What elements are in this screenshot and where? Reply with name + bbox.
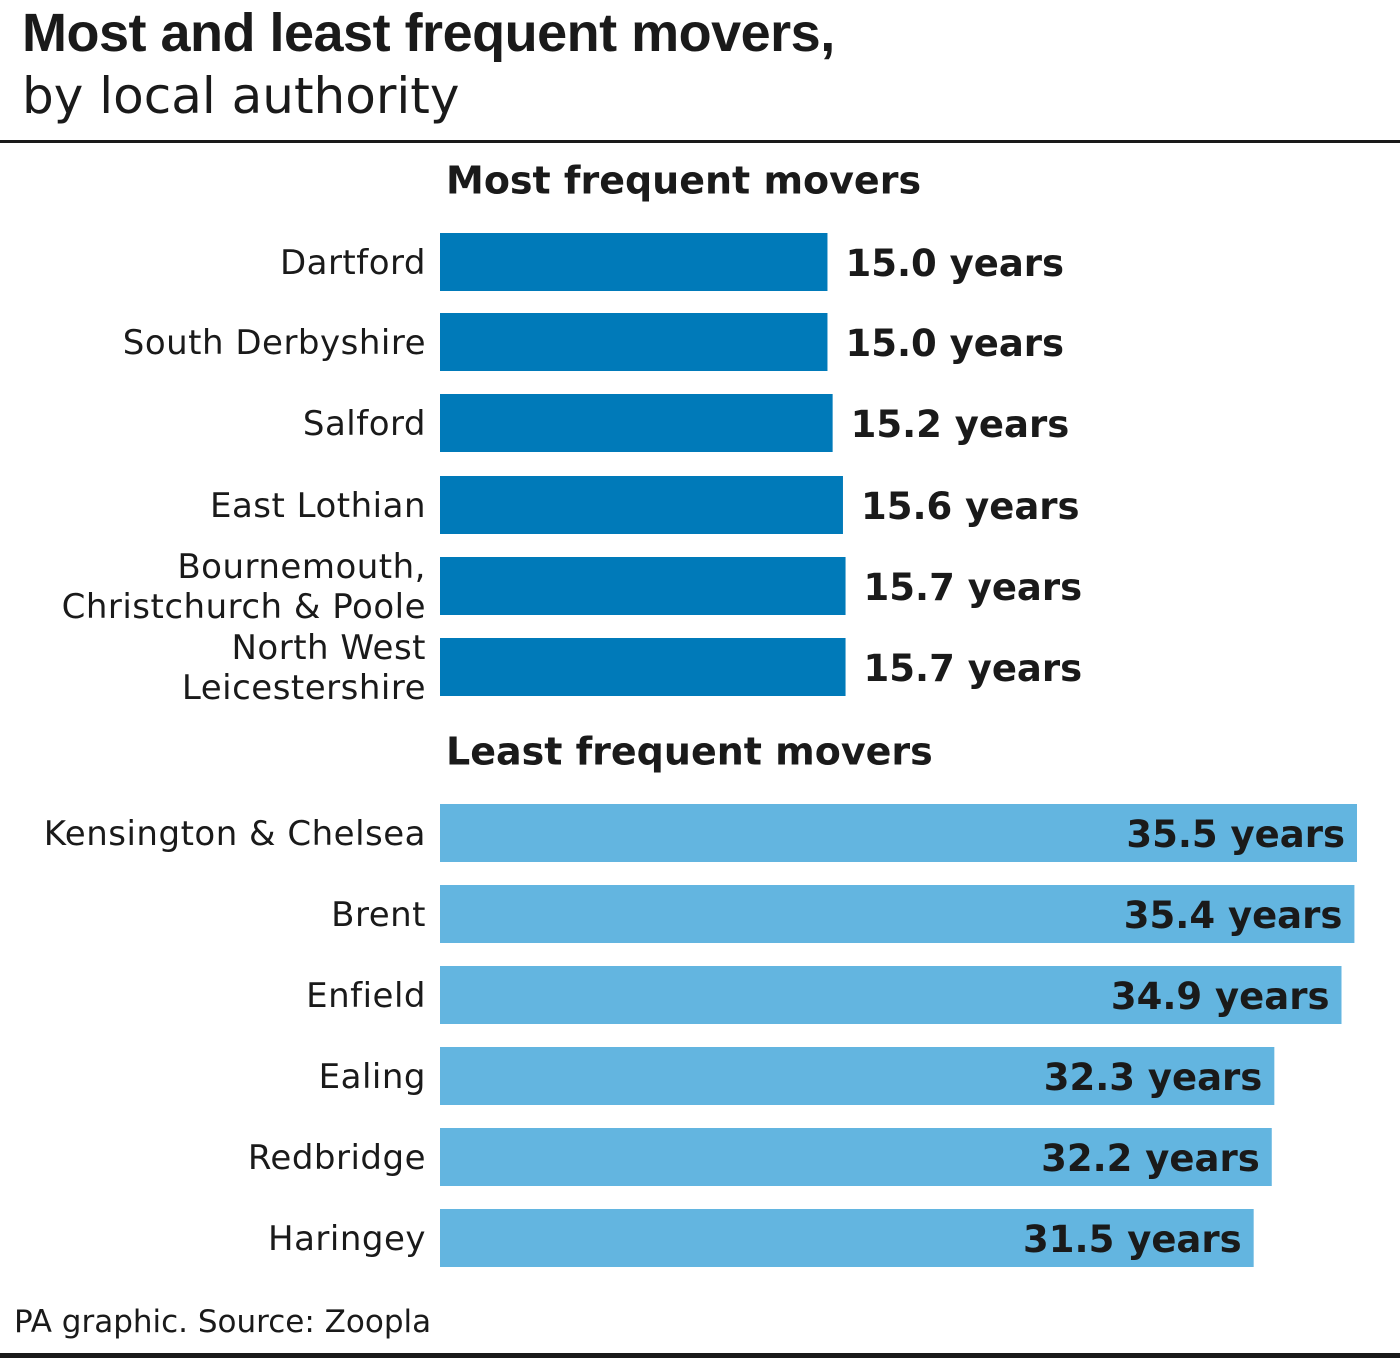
most-category-label: Salford — [303, 404, 426, 444]
least-category-label: Kensington & Chelsea — [44, 814, 426, 854]
most-bar — [440, 638, 846, 696]
least-bar — [440, 1047, 1275, 1105]
source-note: PA graphic. Source: Zoopla — [14, 1304, 432, 1340]
least-category-label: Enfield — [306, 976, 426, 1016]
least-value-label: 35.4 years — [1124, 894, 1343, 937]
most-category-label: South Derbyshire — [123, 323, 426, 363]
least-bar — [440, 1209, 1254, 1267]
least-bar — [440, 1128, 1272, 1186]
least-category-label: Redbridge — [248, 1138, 426, 1178]
most-category-label: East Lothian — [210, 486, 426, 526]
least-bar — [440, 885, 1355, 943]
least-value-label: 32.2 years — [1041, 1137, 1260, 1180]
header-divider — [0, 140, 1400, 143]
most-value-label: 15.0 years — [845, 322, 1064, 365]
most-frequent-heading: Most frequent movers — [446, 159, 921, 203]
least-value-label: 34.9 years — [1111, 975, 1330, 1018]
least-value-label: 32.3 years — [1044, 1056, 1263, 1099]
most-value-label: 15.7 years — [864, 566, 1083, 609]
most-bar — [440, 394, 833, 452]
chart-title: Most and least frequent movers, — [22, 3, 835, 63]
least-value-label: 35.5 years — [1126, 813, 1345, 856]
least-category-label: Ealing — [319, 1057, 426, 1097]
most-category-label: North West Leicestershire — [182, 628, 426, 708]
bar-chart: Most frequent movers Dartford 15.0 years So… — [44, 159, 1357, 1267]
most-value-label: 15.7 years — [864, 647, 1083, 690]
most-category-label: Bournemouth, Christchurch & Poole — [62, 547, 426, 627]
least-value-label: 31.5 years — [1023, 1218, 1242, 1261]
least-category-label: Haringey — [268, 1219, 426, 1259]
least-frequent-heading: Least frequent movers — [446, 730, 933, 774]
most-bar — [440, 476, 843, 534]
least-bar — [440, 804, 1357, 862]
most-bar — [440, 557, 846, 615]
most-bar — [440, 313, 828, 371]
most-bar — [440, 233, 828, 291]
least-category-label: Brent — [331, 895, 426, 935]
least-bar — [440, 966, 1342, 1024]
footer-divider — [0, 1353, 1400, 1358]
most-category-label: Dartford — [280, 243, 426, 283]
most-value-label: 15.2 years — [851, 403, 1070, 446]
most-value-label: 15.0 years — [845, 242, 1064, 285]
chart-subtitle: by local authority — [22, 67, 460, 125]
most-value-label: 15.6 years — [861, 485, 1080, 528]
